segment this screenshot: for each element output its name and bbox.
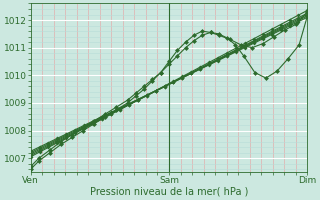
X-axis label: Pression niveau de la mer( hPa ): Pression niveau de la mer( hPa ) <box>90 187 248 197</box>
